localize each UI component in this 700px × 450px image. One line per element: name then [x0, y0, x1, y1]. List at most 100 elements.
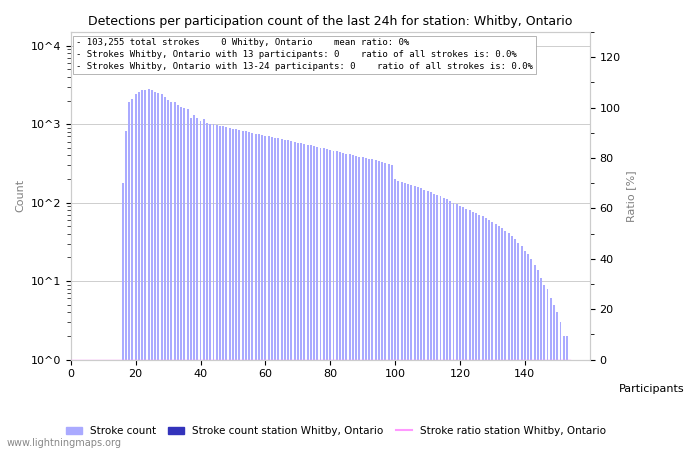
Bar: [213, 124, 214, 450]
Bar: [255, 134, 257, 450]
Bar: [472, 212, 474, 450]
Bar: [134, 94, 136, 450]
Bar: [196, 118, 198, 450]
Bar: [495, 224, 496, 450]
Bar: [420, 188, 422, 450]
Bar: [511, 237, 513, 450]
Bar: [388, 164, 390, 450]
Bar: [524, 251, 526, 450]
Bar: [151, 90, 153, 450]
Bar: [553, 305, 555, 450]
Bar: [144, 90, 146, 450]
Bar: [533, 265, 536, 450]
Bar: [404, 183, 406, 450]
Bar: [382, 162, 383, 450]
Bar: [293, 142, 295, 450]
Bar: [488, 220, 490, 450]
Bar: [284, 140, 286, 450]
Bar: [277, 138, 279, 450]
Bar: [478, 215, 480, 450]
Bar: [456, 204, 458, 450]
Bar: [248, 132, 250, 450]
Bar: [141, 90, 143, 450]
Bar: [469, 210, 470, 450]
Bar: [313, 146, 315, 450]
Bar: [287, 140, 289, 450]
Bar: [569, 360, 571, 450]
Bar: [398, 181, 399, 450]
Bar: [258, 134, 260, 450]
Bar: [527, 254, 529, 450]
Bar: [346, 154, 347, 450]
Bar: [216, 125, 218, 450]
Bar: [164, 97, 166, 450]
Bar: [332, 151, 335, 450]
Bar: [430, 193, 432, 450]
Bar: [251, 133, 253, 450]
Text: - 103,255 total strokes    0 Whitby, Ontario    mean ratio: 0%
- Strokes Whitby,: - 103,255 total strokes 0 Whitby, Ontari…: [76, 39, 533, 71]
Bar: [170, 102, 172, 450]
Bar: [303, 144, 305, 450]
Bar: [122, 183, 124, 450]
Bar: [342, 153, 344, 450]
Bar: [326, 149, 328, 450]
Bar: [508, 233, 510, 450]
Bar: [462, 207, 464, 450]
Bar: [132, 99, 134, 450]
Bar: [219, 126, 221, 450]
Bar: [433, 194, 435, 450]
Bar: [521, 246, 523, 450]
Bar: [329, 150, 331, 450]
Bar: [297, 143, 299, 450]
Bar: [410, 184, 412, 450]
Bar: [199, 121, 202, 450]
Bar: [222, 126, 224, 450]
Bar: [300, 144, 302, 450]
Bar: [436, 195, 438, 450]
Bar: [543, 285, 545, 450]
Legend: Stroke count, Stroke count station Whitby, Ontario, Stroke ratio station Whitby,: Stroke count, Stroke count station Whitb…: [62, 422, 610, 440]
Bar: [271, 137, 273, 450]
Bar: [349, 154, 351, 450]
Bar: [459, 206, 461, 450]
Bar: [449, 201, 452, 450]
Bar: [537, 270, 539, 450]
Bar: [394, 179, 396, 450]
Bar: [372, 159, 373, 450]
Bar: [323, 148, 325, 450]
Text: Participants: Participants: [620, 384, 685, 395]
Bar: [206, 122, 208, 450]
Text: www.lightningmaps.org: www.lightningmaps.org: [7, 438, 122, 448]
Bar: [378, 162, 380, 450]
Bar: [190, 118, 192, 450]
Bar: [232, 129, 234, 450]
Bar: [180, 107, 182, 450]
Bar: [466, 209, 468, 450]
Bar: [416, 187, 419, 450]
Bar: [167, 100, 169, 450]
Bar: [498, 226, 500, 450]
Bar: [281, 139, 283, 450]
Bar: [265, 135, 266, 450]
Bar: [177, 105, 178, 450]
Bar: [501, 228, 503, 450]
Bar: [183, 108, 186, 450]
Bar: [407, 184, 409, 450]
Bar: [158, 93, 160, 450]
Bar: [154, 92, 156, 450]
Bar: [125, 131, 127, 450]
Bar: [229, 128, 231, 450]
Bar: [446, 199, 448, 450]
Bar: [556, 312, 558, 450]
Bar: [225, 127, 228, 450]
Title: Detections per participation count of the last 24h for station: Whitby, Ontario: Detections per participation count of th…: [88, 15, 573, 28]
Bar: [138, 92, 140, 450]
Bar: [241, 130, 244, 450]
Bar: [239, 130, 240, 450]
Bar: [336, 151, 337, 450]
Bar: [174, 102, 176, 450]
Bar: [505, 230, 506, 450]
Bar: [187, 108, 188, 450]
Bar: [491, 222, 494, 450]
Bar: [235, 129, 237, 450]
